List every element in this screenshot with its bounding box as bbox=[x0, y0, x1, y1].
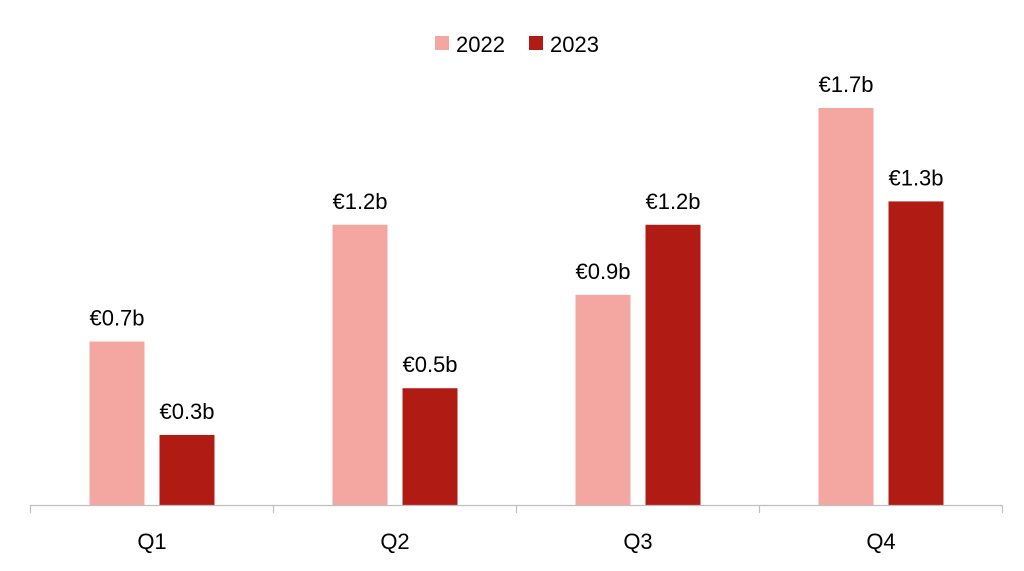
data-label-q4-2022: €1.7b bbox=[818, 72, 873, 97]
bar-q4-2023 bbox=[888, 201, 944, 506]
data-label-q2-2022: €1.2b bbox=[332, 189, 387, 214]
x-tick-label-q2: Q2 bbox=[380, 529, 409, 554]
legend-label-2022: 2022 bbox=[456, 32, 505, 57]
bar-q3-2022 bbox=[575, 294, 631, 505]
bars-group bbox=[89, 108, 944, 506]
x-tick-label-q4: Q4 bbox=[866, 529, 895, 554]
bar-q2-2022 bbox=[332, 224, 388, 505]
data-label-q3-2022: €0.9b bbox=[575, 259, 630, 284]
data-label-q2-2023: €0.5b bbox=[402, 352, 457, 377]
bar-q1-2022 bbox=[89, 341, 145, 505]
x-axis bbox=[29, 504, 1004, 513]
bar-q1-2023 bbox=[159, 434, 215, 505]
bar-q4-2022 bbox=[818, 108, 874, 505]
bar-q2-2023 bbox=[402, 388, 458, 505]
data-label-q1-2023: €0.3b bbox=[159, 399, 214, 424]
bar-q3-2023 bbox=[645, 224, 701, 505]
x-tick-label-q1: Q1 bbox=[137, 529, 166, 554]
legend: 2022 2023 bbox=[435, 32, 599, 57]
legend-swatch-2022 bbox=[435, 36, 449, 50]
x-tick-labels: Q1 Q2 Q3 Q4 bbox=[137, 529, 895, 554]
data-label-q3-2023: €1.2b bbox=[645, 189, 700, 214]
legend-label-2023: 2023 bbox=[550, 32, 599, 57]
legend-swatch-2023 bbox=[529, 36, 543, 50]
data-label-q1-2022: €0.7b bbox=[89, 306, 144, 331]
data-labels-group: €0.7b €0.3b €1.2b €0.5b €0.9b €1.2b €1.7b €1.3b bbox=[89, 72, 943, 424]
x-tick-label-q3: Q3 bbox=[623, 529, 652, 554]
data-label-q4-2023: €1.3b bbox=[888, 165, 943, 190]
